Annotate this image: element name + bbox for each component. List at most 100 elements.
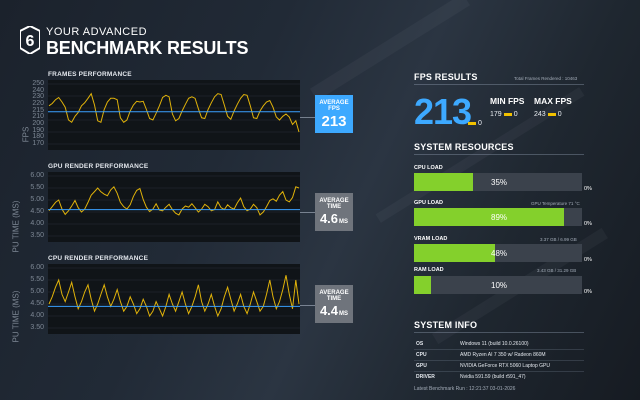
chart-title: CPU RENDER PERFORMANCE [48, 255, 149, 262]
y-axis-ticks: 6.00 5.50 5.00 4.50 4.00 3.50 [24, 264, 46, 334]
chart-title: GPU RENDER PERFORMANCE [48, 163, 149, 170]
vram-load-percent: 48% [491, 249, 508, 258]
ram-load-min: 0% [584, 289, 592, 295]
series-line [48, 275, 300, 318]
ram-usage: 3.43 GB / 31.29 GB [537, 268, 577, 273]
os-value: Windows 11 (build 10.0.26100) [460, 341, 529, 347]
y-axis-label: PU TIME (MS) [11, 290, 21, 343]
pill-icon [503, 112, 512, 116]
series-line [48, 185, 300, 216]
average-time-label: AVERAGE TIME [319, 290, 349, 302]
cpu-render-line-chart [48, 267, 300, 329]
fps-big-value: 213 [414, 91, 472, 132]
row-divider [414, 371, 584, 372]
pill-icon [547, 112, 556, 116]
frames-line-chart [48, 83, 300, 145]
gpu-load-label: GPU LOAD [414, 200, 444, 206]
cpu-load-min: 0% [584, 186, 592, 192]
average-time-box: AVERAGE TIME 4.4MS [315, 285, 353, 323]
gpu-render-plot [48, 172, 300, 242]
y-tick-label: 5.00 [30, 288, 44, 295]
cpu-load-label: CPU LOAD [414, 165, 443, 171]
max-fps-value: 243 [534, 111, 546, 118]
y-tick-label: 220 [32, 100, 44, 107]
pill-icon [468, 121, 476, 125]
average-fps-value: 213 [321, 113, 347, 130]
y-tick-label: 215 [32, 106, 44, 114]
driver-key: DRIVER [416, 374, 435, 380]
cpu-render-plot [48, 264, 300, 334]
vram-usage: 3.37 GB / 6.99 GB [540, 237, 577, 242]
page-title: BENCHMARK RESULTS [46, 38, 249, 58]
series-line [48, 92, 300, 133]
y-axis-label: PU TIME (MS) [11, 200, 21, 253]
fps-results-title: FPS RESULTS [414, 72, 478, 82]
average-time-box: AVERAGE TIME 4.6MS [315, 193, 353, 231]
max-fps-label: MAX FPS [534, 96, 572, 106]
average-time-value: 4.6 [319, 211, 339, 226]
y-tick-label: 210 [32, 113, 44, 121]
os-key: OS [416, 341, 424, 347]
ram-load-label: RAM LOAD [414, 267, 444, 273]
driver-value: Nvidia 591.59 (build r591_47) [460, 374, 526, 380]
average-fps-label: AVERAGE FPS [319, 100, 349, 112]
ram-load-bar [414, 276, 582, 294]
vram-load-fill [414, 244, 495, 262]
min-fps-value: 179 [490, 111, 502, 118]
vram-load-min: 0% [584, 257, 592, 263]
max-suffix: 0 [557, 111, 562, 118]
row-divider [414, 360, 584, 361]
chart-title: FRAMES PERFORMANCE [48, 71, 132, 78]
y-tick-label: 4.50 [30, 300, 44, 307]
average-time-value: 4.4 [319, 303, 339, 318]
avg-connector [300, 212, 316, 213]
average-fps-box: AVERAGE FPS 213 [315, 95, 353, 133]
y-tick-label: 240 [32, 86, 44, 94]
y-tick-label: 4.50 [30, 208, 44, 215]
row-divider [414, 349, 584, 350]
y-tick-label: 6.00 [30, 172, 44, 179]
rainbow-six-logo-icon: 6 [20, 26, 40, 54]
y-tick-label: 5.50 [30, 276, 44, 283]
y-tick-label: 250 [32, 80, 44, 87]
time-unit: MS [339, 219, 349, 225]
gpu-key: GPU [416, 363, 427, 369]
y-tick-label: 5.50 [30, 184, 44, 191]
y-tick-label: 200 [32, 120, 44, 127]
cpu-load-fill [414, 173, 473, 191]
average-time-label: AVERAGE TIME [319, 198, 349, 210]
title-top: YOUR ADVANCED [46, 26, 148, 38]
y-tick-label: 3.50 [30, 324, 44, 331]
avg-connector [300, 117, 316, 118]
gpu-load-bar [414, 208, 582, 226]
y-tick-label: 170 [32, 140, 44, 147]
gpu-load-fill [414, 208, 564, 226]
y-tick-label: 6.00 [30, 264, 44, 271]
gpu-value: NVIDIA GeForce RTX 5060 Laptop GPU [460, 363, 550, 369]
total-frames: Total Frames Rendered : 10463 [514, 76, 578, 81]
y-tick-label: 3.50 [30, 232, 44, 239]
y-axis-ticks: 6.00 5.50 5.00 4.50 4.00 3.50 [24, 172, 46, 242]
ram-load-fill [414, 276, 431, 294]
cpu-key: CPU [416, 352, 427, 358]
gpu-load-min: 0% [584, 221, 592, 227]
logo-digit: 6 [26, 33, 35, 50]
y-tick-label: 4.00 [30, 220, 44, 227]
vram-load-bar [414, 244, 582, 262]
cpu-value: AMD Ryzen AI 7 350 w/ Radeon 860M [460, 352, 546, 358]
min-fps-label: MIN FPS [490, 96, 525, 106]
gpu-temperature: GPU Temperature 71 °C [531, 201, 580, 206]
section-divider [414, 154, 584, 155]
gpu-render-line-chart [48, 175, 300, 237]
bg-streak [309, 0, 471, 101]
section-divider [414, 84, 584, 85]
gpu-load-percent: 89% [491, 213, 508, 222]
cpu-load-bar [414, 173, 582, 191]
cpu-load-percent: 35% [491, 178, 508, 187]
avg-suffix: 0 [478, 120, 482, 127]
time-unit: MS [339, 311, 349, 317]
vram-load-label: VRAM LOAD [414, 236, 448, 242]
y-axis-ticks: 250 240 230 220 215 210 200 190 180 170 [24, 80, 46, 150]
avg-connector [300, 305, 316, 306]
system-info-title: SYSTEM INFO [414, 320, 478, 330]
